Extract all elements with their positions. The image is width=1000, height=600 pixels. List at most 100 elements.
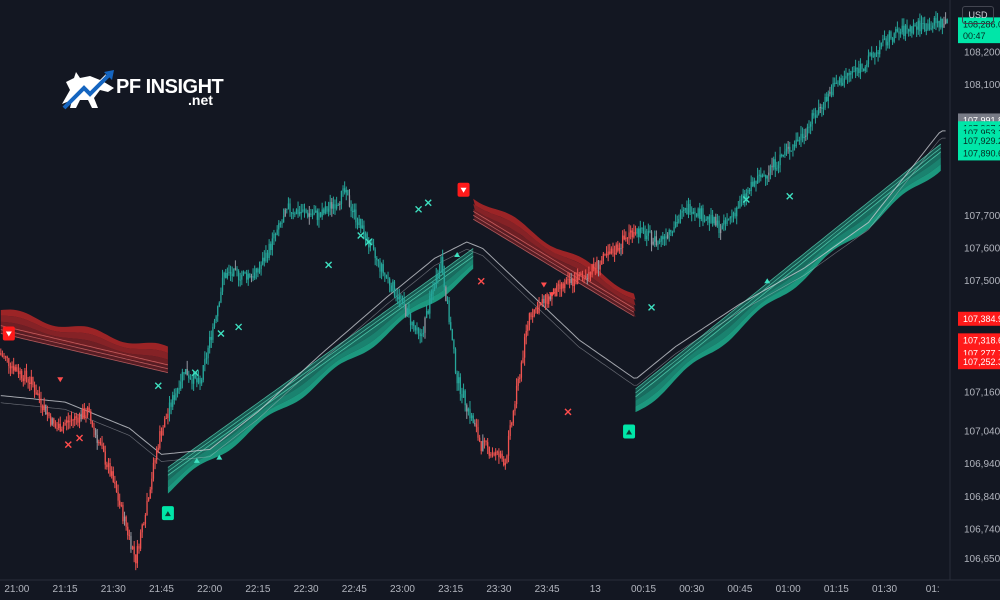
candle: [459, 373, 461, 401]
candle-body: [899, 32, 902, 34]
candle: [356, 217, 359, 230]
candle: [125, 515, 127, 531]
candle: [731, 209, 733, 223]
time-tick-label: 00:30: [679, 584, 704, 595]
candle-body: [225, 272, 227, 278]
candle-body: [695, 213, 698, 217]
candle-body: [663, 236, 666, 240]
candle: [858, 60, 860, 78]
candle-body: [252, 276, 254, 279]
candle: [138, 543, 140, 554]
cross-icon: [742, 196, 750, 204]
candle-body: [339, 203, 341, 205]
candle-body: [599, 264, 601, 270]
candle-body: [700, 208, 703, 219]
candle: [644, 225, 646, 242]
candle-body: [583, 275, 585, 277]
candle: [54, 420, 57, 429]
candle-body: [88, 407, 90, 412]
candle: [864, 65, 866, 74]
time-tick-label: 01:00: [776, 584, 801, 595]
candle-body: [101, 443, 103, 447]
candle: [268, 239, 270, 261]
candle-body: [533, 309, 535, 317]
candle: [683, 207, 685, 217]
candle: [752, 177, 754, 188]
candle: [488, 446, 490, 459]
candle-body: [745, 193, 747, 200]
candle: [570, 273, 572, 286]
candle-body: [321, 209, 323, 217]
candle-body: [266, 252, 269, 259]
candle: [254, 265, 256, 280]
candle: [11, 361, 13, 374]
candle-body: [70, 419, 73, 421]
candle: [658, 238, 661, 245]
candle: [244, 271, 246, 275]
candle: [183, 371, 185, 381]
candle-body: [523, 337, 526, 358]
candle: [912, 19, 915, 35]
candle-body: [218, 302, 220, 307]
time-tick-label: 00:45: [727, 584, 752, 595]
currency-label[interactable]: USD: [962, 6, 994, 24]
cross-signal: [76, 434, 84, 442]
candle: [869, 51, 871, 57]
candle-body: [790, 150, 792, 152]
candle-body: [451, 329, 453, 341]
candle-body: [462, 390, 465, 398]
time-axis[interactable]: 21:00 21:15 21:30 21:45 22:00 22:15 22:30 22:45…: [0, 579, 1000, 595]
candle-body: [292, 212, 294, 214]
candle: [318, 208, 320, 228]
candle-body: [350, 206, 352, 211]
time-tick-label: 23:45: [535, 584, 560, 595]
candle-body: [120, 504, 122, 506]
candle-body: [263, 257, 265, 262]
candle: [247, 269, 249, 286]
candle: [919, 13, 921, 37]
candle: [681, 204, 683, 220]
candle: [487, 438, 489, 455]
candle-body: [281, 222, 283, 225]
candle: [554, 287, 556, 297]
candle: [581, 270, 584, 282]
candle: [662, 231, 664, 246]
candle: [785, 143, 788, 156]
candle: [605, 246, 608, 258]
candle-body: [877, 52, 879, 55]
candle: [37, 389, 39, 396]
candle-body: [305, 210, 307, 213]
candle-body: [80, 413, 82, 420]
candle: [319, 211, 322, 218]
band-layer-0-1: [0, 327, 168, 373]
candle: [316, 208, 318, 226]
candle-body: [585, 275, 587, 279]
candle: [237, 269, 240, 287]
candle: [541, 294, 543, 307]
candle: [141, 523, 143, 538]
candle: [613, 245, 616, 262]
candle-body: [649, 230, 651, 232]
candle-body: [340, 190, 343, 204]
candle-body: [702, 208, 704, 222]
candle: [46, 405, 49, 422]
candle: [327, 201, 330, 217]
candle: [0, 348, 2, 356]
price-tick-label: 107,600.00: [964, 244, 1000, 255]
candle: [344, 181, 346, 195]
candle: [597, 260, 600, 277]
candle: [168, 396, 171, 422]
candle-body: [895, 29, 897, 34]
candle: [464, 389, 466, 412]
candle-body: [274, 234, 277, 236]
candle-body: [851, 71, 854, 73]
cross-icon: [477, 277, 485, 285]
candle: [379, 258, 381, 279]
price-axis[interactable]: 106,650.00 106,740.00 106,840.00 106,940.00…: [949, 0, 1000, 600]
candle-body: [488, 446, 490, 456]
candle: [628, 224, 630, 246]
time-tick-label: 21:45: [149, 584, 174, 595]
candle-body: [446, 300, 449, 302]
candle-body: [607, 251, 609, 256]
